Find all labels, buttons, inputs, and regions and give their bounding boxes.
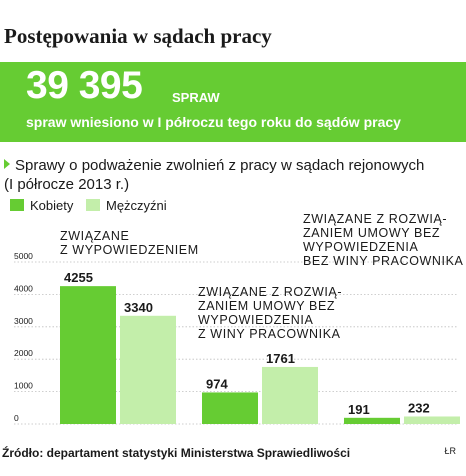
author-credit: ŁR: [444, 446, 456, 456]
legend-label-mezczyzni: Mężczyźni: [106, 198, 167, 213]
total-cases-unit: SPRAW: [172, 90, 220, 105]
summary-banner: [0, 62, 466, 142]
bar-kobiety: [344, 417, 400, 424]
total-cases-number: 39 395: [26, 64, 143, 107]
chart-title: Sprawy o podważenie zwolnień z pracy w s…: [4, 156, 424, 194]
bar-value-label: 974: [206, 376, 228, 391]
category-label: ZWIĄZANE Z ROZWIĄ- ZANIEM UMOWY BEZ WYPO…: [303, 212, 464, 268]
bar-kobiety: [60, 286, 116, 424]
bar-value-label: 1761: [266, 351, 295, 366]
y-tick-label: 4000: [14, 283, 33, 293]
y-tick-label: 5000: [14, 251, 33, 261]
bar-mezczyzni: [262, 366, 318, 424]
source-note: Źródło: departament statystyki Ministers…: [2, 446, 351, 460]
bar-mezczyzni: [404, 416, 460, 424]
legend-swatch-mezczyzni: [86, 199, 100, 211]
y-tick-label: 1000: [14, 381, 33, 391]
bar-value-label: 232: [408, 400, 430, 415]
page-title: Postępowania w sądach pracy: [4, 24, 272, 48]
bar-value-label: 4255: [64, 270, 93, 285]
legend-label-kobiety: Kobiety: [30, 198, 74, 213]
y-tick-label: 0: [14, 413, 19, 423]
bar-value-label: 3340: [124, 300, 153, 315]
category-label: ZWIĄZANE Z ROZWIĄ- ZANIEM UMOWY BEZ WYPO…: [198, 285, 343, 341]
y-tick-label: 2000: [14, 348, 33, 358]
chart-subtitle: (I półrocze 2013 r.): [4, 176, 130, 193]
triangle-bullet-icon: [4, 159, 10, 169]
bar-value-label: 191: [348, 402, 370, 417]
category-label: ZWIĄZANE Z WYPOWIEDZENIEM: [60, 229, 199, 257]
y-tick-label: 3000: [14, 316, 33, 326]
legend-swatch-kobiety: [10, 199, 24, 211]
legend-item-mezczyzni: Mężczyźni: [86, 198, 167, 213]
bar-mezczyzni: [120, 315, 176, 424]
legend-item-kobiety: Kobiety: [10, 198, 73, 213]
bar-kobiety: [202, 392, 258, 424]
chart-title-text: Sprawy o podważenie zwolnień z pracy w s…: [15, 157, 425, 174]
banner-subtitle: spraw wniesiono w I półroczu tego roku d…: [26, 114, 401, 130]
